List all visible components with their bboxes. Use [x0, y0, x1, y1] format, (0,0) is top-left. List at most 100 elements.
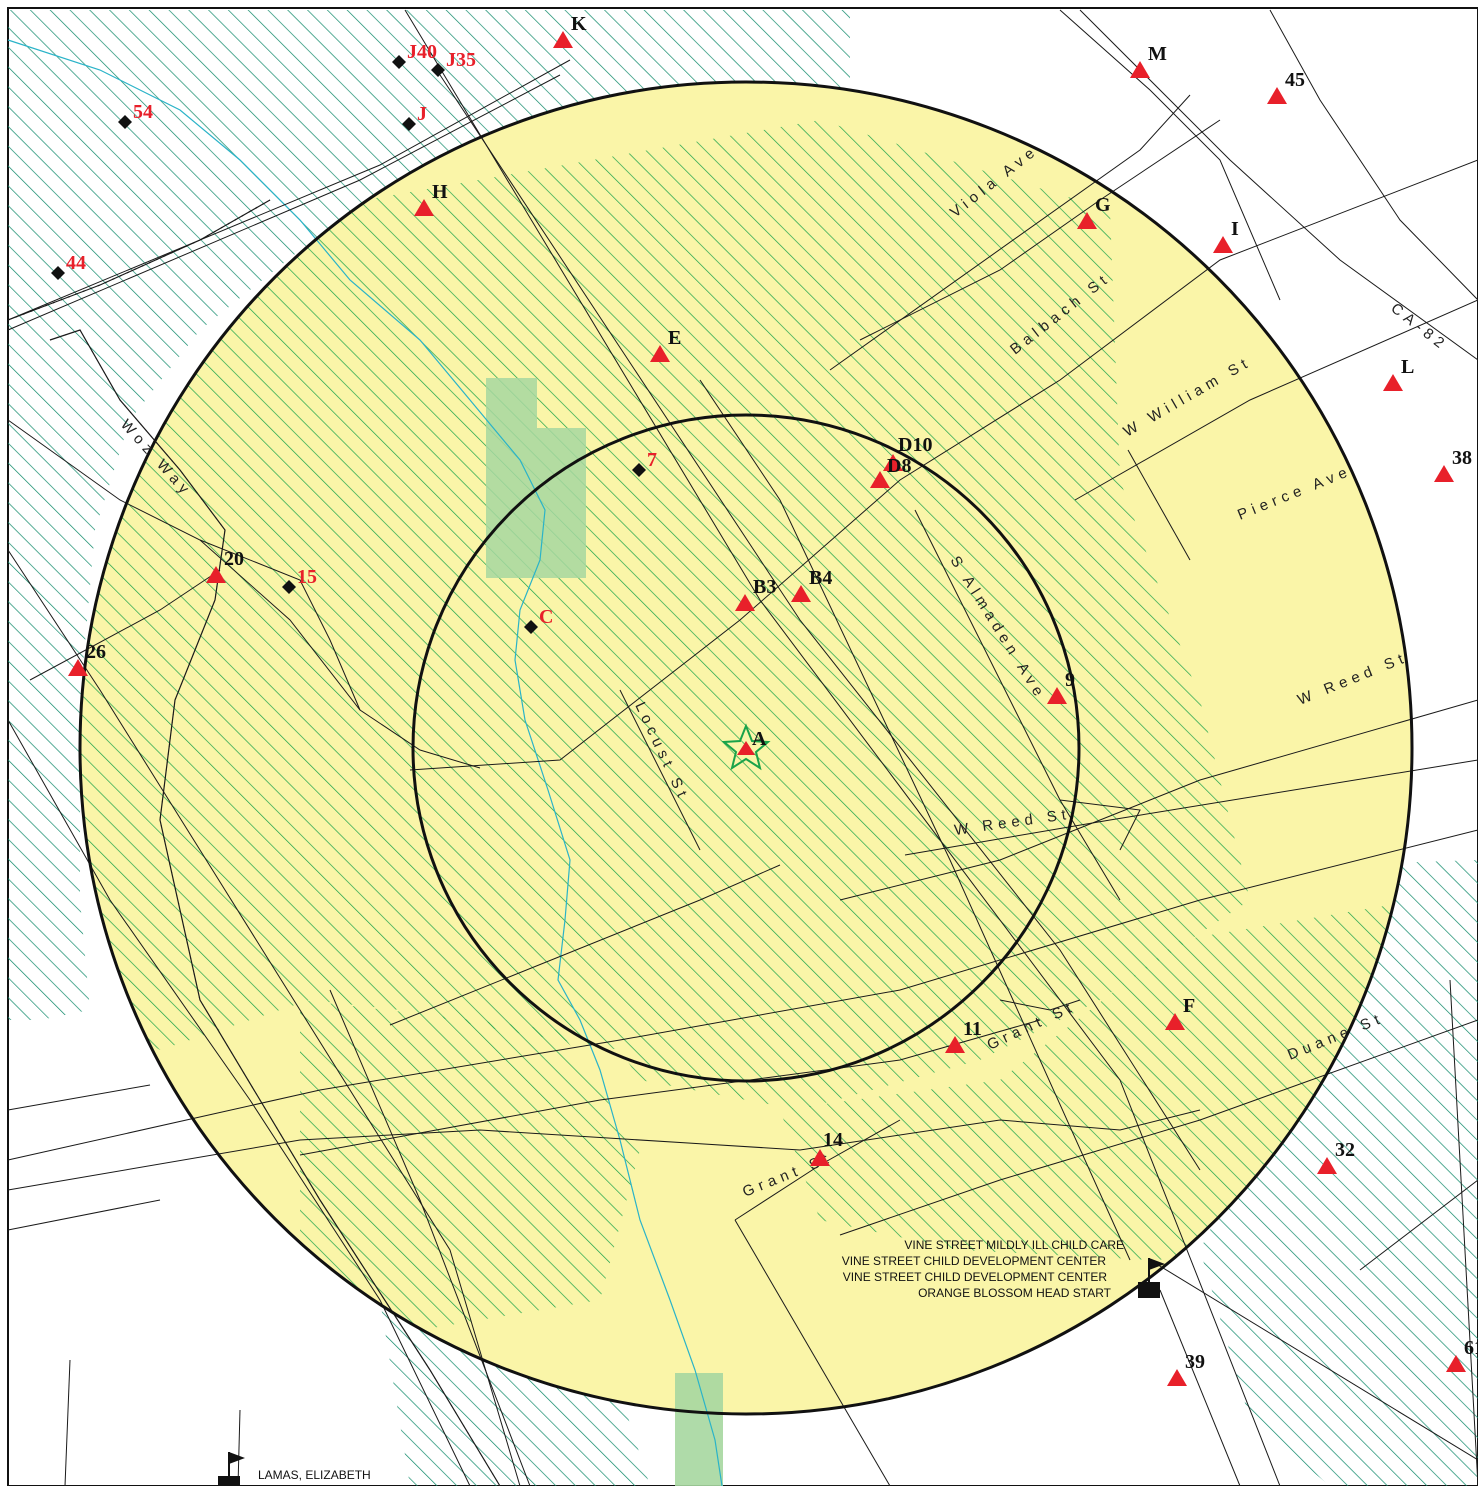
site-marker-54[interactable]: 54	[118, 101, 153, 129]
facility-label: VINE STREET CHILD DEVELOPMENT CENTER	[843, 1270, 1108, 1284]
triangle-icon	[553, 31, 573, 48]
site-label: 9	[1065, 669, 1075, 691]
site-marker-J35[interactable]: J35	[431, 49, 476, 77]
site-marker-14[interactable]: 14	[810, 1129, 843, 1166]
triangle-icon	[945, 1036, 965, 1053]
triangle-icon	[650, 345, 670, 362]
site-label: C	[539, 606, 553, 628]
site-label: 20	[224, 548, 244, 570]
site-label: 11	[963, 1018, 982, 1040]
diamond-icon	[282, 580, 296, 594]
site-marker-C[interactable]: C	[524, 606, 553, 634]
site-marker-11[interactable]: 11	[945, 1018, 982, 1053]
triangle-icon	[1267, 87, 1287, 104]
triangle-icon	[1165, 1013, 1185, 1030]
diamond-icon	[431, 63, 445, 77]
site-label: 45	[1285, 69, 1305, 91]
facility-label: VINE STREET MILDLY ILL CHILD CARE	[904, 1238, 1124, 1252]
site-marker-9[interactable]: 9	[1047, 669, 1075, 704]
triangle-icon	[1434, 465, 1454, 482]
site-label: 15	[297, 566, 317, 588]
park-area-south	[675, 1373, 723, 1486]
site-marker-15[interactable]: 15	[282, 566, 317, 594]
site-label: B4	[809, 567, 832, 589]
site-label: M	[1148, 43, 1167, 65]
triangle-icon	[791, 585, 811, 602]
flood-zone-northwest	[8, 10, 850, 1020]
creek-line	[7, 39, 723, 1486]
site-label: 61	[1464, 1337, 1478, 1359]
site-marker-L[interactable]: L	[1383, 356, 1414, 391]
facility-cluster[interactable]: VINE STREET MILDLY ILL CHILD CARE VINE S…	[842, 1238, 1165, 1300]
site-label: 38	[1452, 447, 1472, 469]
site-label: 26	[86, 641, 106, 663]
site-label: 14	[823, 1129, 843, 1151]
site-label: 7	[647, 449, 657, 471]
site-label: L	[1401, 356, 1414, 378]
site-marker-26[interactable]: 26	[68, 641, 106, 676]
triangle-icon	[1130, 61, 1150, 78]
facility-label: VINE STREET CHILD DEVELOPMENT CENTER	[842, 1254, 1107, 1268]
site-marker-39[interactable]: 39	[1167, 1351, 1205, 1386]
park-area-north	[486, 378, 586, 578]
site-label: H	[432, 181, 448, 203]
site-marker-D10[interactable]: D10	[883, 434, 932, 471]
site-marker-38[interactable]: 38	[1434, 447, 1472, 482]
triangle-icon	[68, 659, 88, 676]
site-marker-32[interactable]: 32	[1317, 1139, 1355, 1174]
site-marker-F[interactable]: F	[1165, 995, 1195, 1030]
site-marker-J40[interactable]: J40	[392, 41, 437, 69]
site-marker-E[interactable]: E	[650, 327, 681, 362]
target-site-label: A	[752, 728, 767, 750]
site-label: I	[1231, 218, 1239, 240]
diamond-icon	[402, 117, 416, 131]
diamond-icon	[51, 266, 65, 280]
star-icon	[721, 723, 771, 771]
site-marker-45[interactable]: 45	[1267, 69, 1305, 104]
site-label: J	[417, 103, 427, 125]
site-label: D8	[887, 455, 911, 477]
site-marker-D8[interactable]: D8	[870, 455, 911, 488]
site-marker-B4[interactable]: B4	[791, 567, 832, 602]
site-label: 54	[133, 101, 153, 123]
site-label: D10	[898, 434, 932, 456]
site-marker-K[interactable]: K	[553, 13, 587, 48]
triangle-icon	[1317, 1157, 1337, 1174]
site-marker-I[interactable]: I	[1213, 218, 1239, 253]
site-marker-H[interactable]: H	[414, 181, 448, 216]
site-marker-G[interactable]: G	[1077, 194, 1111, 229]
triangle-icon	[1047, 687, 1067, 704]
site-label: E	[668, 327, 681, 349]
buffer-outer-ring	[78, 80, 1414, 1416]
buffer-inner-ring	[411, 413, 1081, 1083]
school-icon	[1138, 1282, 1160, 1298]
site-label: J40	[407, 41, 437, 63]
site-marker-44[interactable]: 44	[51, 252, 86, 280]
triangle-icon	[1213, 236, 1233, 253]
site-label: 44	[66, 252, 86, 274]
triangle-icon	[1077, 212, 1097, 229]
facility-label: LAMAS, ELIZABETH	[258, 1468, 371, 1482]
railroad-lines	[7, 199, 501, 1486]
site-marker-J[interactable]: J	[402, 103, 427, 131]
triangle-icon	[206, 566, 226, 583]
triangle-icon	[1446, 1355, 1466, 1372]
flag-icon	[1149, 1258, 1165, 1270]
diamond-icon	[118, 115, 132, 129]
site-label: K	[571, 13, 587, 35]
target-site-marker[interactable]: A	[721, 723, 771, 771]
triangle-icon	[735, 594, 755, 611]
diamond-icon	[392, 55, 406, 69]
site-marker-61[interactable]: 61	[1446, 1337, 1478, 1372]
site-triangle	[737, 741, 755, 755]
facility-single[interactable]: LAMAS, ELIZABETH	[218, 1452, 371, 1486]
triangle-icon	[1167, 1369, 1187, 1386]
site-marker-20[interactable]: 20	[206, 548, 244, 583]
site-marker-B3[interactable]: B3	[735, 576, 776, 611]
site-marker-M[interactable]: M	[1130, 43, 1167, 78]
facility-label: ORANGE BLOSSOM HEAD START	[918, 1286, 1112, 1300]
triangle-icon	[414, 199, 434, 216]
site-marker-7[interactable]: 7	[632, 449, 657, 477]
